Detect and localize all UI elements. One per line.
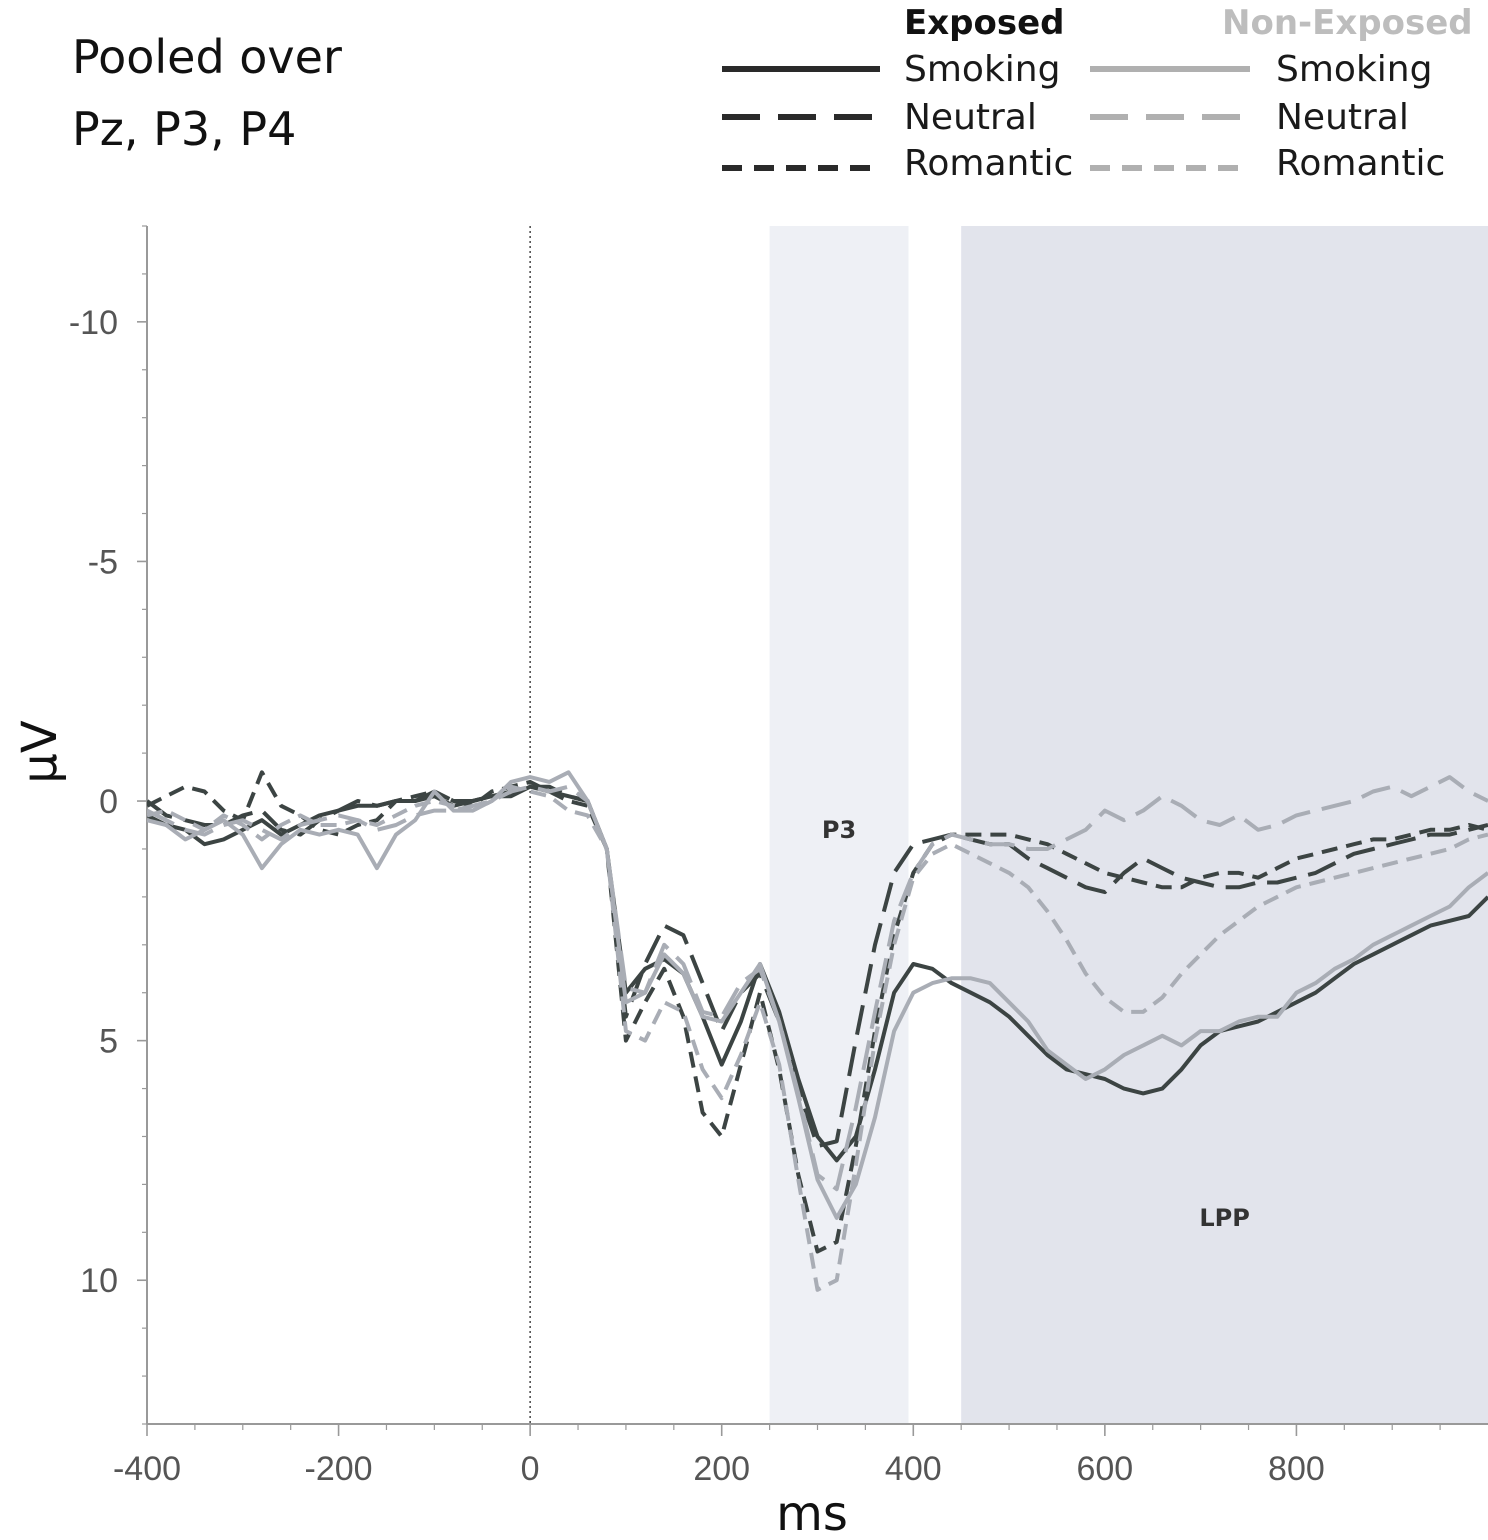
- window-lpp: [961, 226, 1488, 1424]
- legend-label-exposed-neutral: Neutral: [904, 97, 1037, 138]
- legend-label-exposed-romantic: Romantic: [904, 143, 1074, 184]
- panel-label-line-2: Pz, P3, P4: [72, 102, 297, 156]
- panel-label-line-1: Pooled over: [72, 30, 342, 84]
- window-label-p3: P3: [822, 816, 856, 844]
- y-axis-label: µV: [12, 720, 68, 784]
- legend-line-samples: [722, 66, 1250, 171]
- y-tick-label: 0: [99, 783, 118, 821]
- x-axis-label: ms: [776, 1486, 848, 1540]
- y-tick-label: -10: [69, 304, 118, 342]
- series-non-exposed-romantic: [147, 784, 1488, 1292]
- time-windows: P3 LPP: [769, 226, 1488, 1424]
- series-non-exposed-smoking: [147, 770, 1488, 1220]
- legend-group-exposed: Exposed: [904, 3, 1065, 43]
- x-tick-label: 200: [693, 1450, 750, 1488]
- x-tick-label: -200: [305, 1450, 373, 1488]
- legend-label-exposed-smoking: Smoking: [904, 49, 1061, 90]
- legend-label-non-exposed-neutral: Neutral: [1276, 97, 1409, 138]
- waveforms: [147, 770, 1488, 1292]
- y-tick-label: 5: [99, 1023, 118, 1061]
- axes: -10 -5 0 5 10 -400 -200 0 200 400 600 800 ms µV: [12, 225, 1488, 1540]
- x-tick-label: 800: [1268, 1450, 1325, 1488]
- y-tick-label: 10: [80, 1262, 118, 1300]
- legend-label-non-exposed-romantic: Romantic: [1276, 143, 1446, 184]
- x-tick-label: 400: [885, 1450, 942, 1488]
- x-tick-label: 600: [1076, 1450, 1133, 1488]
- x-tick-label: -400: [113, 1450, 181, 1488]
- window-label-lpp: LPP: [1199, 1204, 1249, 1232]
- window-p3: [769, 226, 909, 1424]
- series-non-exposed-neutral: [147, 775, 1488, 1192]
- legend-label-non-exposed-smoking: Smoking: [1276, 49, 1433, 90]
- y-tick-label: -5: [88, 543, 118, 581]
- legend-group-non-exposed: Non-Exposed: [1222, 3, 1473, 43]
- x-tick-label: 0: [521, 1450, 540, 1488]
